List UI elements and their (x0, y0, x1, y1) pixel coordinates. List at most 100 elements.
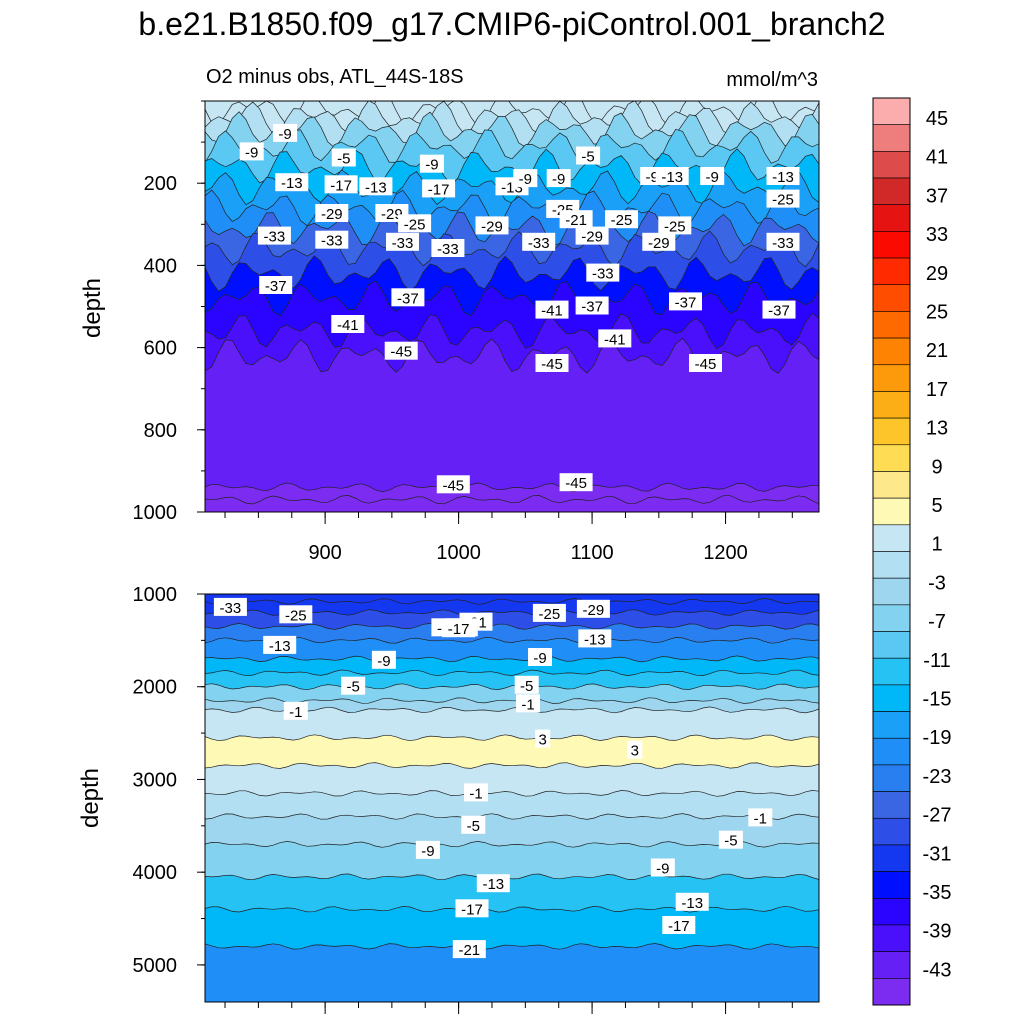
colorbar-swatch (872, 444, 911, 472)
svg-text:-33: -33 (437, 241, 459, 258)
svg-text:-45: -45 (695, 356, 717, 373)
svg-text:-1: -1 (754, 810, 767, 827)
colorbar: 45 41 37 33 29 25 21 17 13 9 5 1 -3 -7 -11 -15 -19 -23 -27… (872, 97, 952, 1006)
svg-text:-13: -13 (584, 631, 606, 648)
colorbar-swatch (872, 897, 911, 926)
svg-text:-13: -13 (281, 175, 303, 192)
contour-label: -9 (415, 840, 440, 860)
svg-text:-9: -9 (425, 157, 438, 174)
contour-line (205, 312, 819, 350)
contour-line (205, 655, 819, 663)
svg-text:-33: -33 (592, 266, 614, 283)
svg-text:-37: -37 (581, 299, 603, 316)
contour-line (205, 230, 819, 268)
contour-label: -9 (546, 169, 571, 188)
contour-line (205, 734, 819, 742)
svg-text:-9: -9 (656, 861, 669, 878)
svg-text:-33: -33 (264, 229, 286, 246)
svg-text:-1: -1 (289, 704, 302, 721)
x-tick-label: 900 (308, 542, 341, 564)
contour-label: -9 (528, 648, 552, 667)
contour-label: -41 (598, 329, 632, 348)
contour-label: -5 (331, 148, 356, 168)
svg-text:-37: -37 (768, 303, 790, 320)
svg-text:-17: -17 (330, 177, 352, 194)
svg-text:-33: -33 (528, 235, 550, 252)
colorbar-label: 13 (926, 418, 948, 440)
svg-text:-13: -13 (269, 638, 291, 655)
upper-panel: O2 minus obs, ATL_44S-18S mmol/m^3 -9-13… (79, 66, 820, 564)
svg-text:-13: -13 (365, 179, 387, 196)
contour-label: 3 (535, 729, 551, 749)
contour-line (205, 873, 819, 881)
contour-label: -37 (575, 296, 609, 316)
contour-label: -1 (464, 783, 488, 802)
contour-label: -29 (576, 599, 610, 619)
contour-label: -13 (359, 177, 393, 196)
lower-panel-contour-labels: -33-25-21-17-25-29-21-17-13-9-13-9-5-5-1… (213, 597, 773, 959)
contour-label: -25 (766, 189, 800, 209)
contour-label: -9 (273, 123, 298, 143)
colorbar-label: -39 (923, 921, 952, 943)
contour-label: -33 (386, 232, 419, 252)
contour-label: -25 (398, 214, 432, 233)
y-tick-label: 1000 (133, 502, 178, 524)
svg-text:-41: -41 (604, 331, 626, 348)
svg-text:-29: -29 (581, 229, 603, 246)
svg-text:-25: -25 (664, 218, 686, 235)
contour-line (205, 598, 819, 605)
colorbar-label: 9 (931, 456, 942, 478)
colorbar-swatch (872, 204, 911, 232)
colorbar-label: 37 (926, 185, 948, 207)
lower-panel-y-axis-label: depth (77, 768, 104, 828)
colorbar-swatch (872, 871, 911, 899)
svg-text:3: 3 (539, 732, 547, 749)
contour-label: -9 (371, 650, 396, 670)
contour-label: -45 (384, 341, 418, 361)
contour-label: -37 (762, 300, 796, 320)
colorbar-swatch (872, 844, 911, 872)
svg-text:-13: -13 (772, 169, 794, 186)
colorbar-swatch (872, 231, 911, 259)
contour-label: -45 (559, 473, 593, 492)
svg-text:-5: -5 (581, 149, 594, 166)
x-tick-label: 1100 (571, 542, 614, 564)
figure-title: b.e21.B1850.f09_g17.CMIP6-piControl.001_… (138, 6, 886, 42)
colorbar-label: -35 (923, 882, 952, 904)
svg-text:-33: -33 (772, 235, 794, 252)
contour-label: -17 (662, 916, 696, 935)
colorbar-swatch (872, 124, 911, 152)
svg-text:-25: -25 (611, 212, 633, 229)
colorbar-label: -43 (923, 959, 952, 981)
contour-line (205, 101, 819, 135)
colorbar-swatch (872, 711, 911, 739)
contour-line (205, 482, 819, 493)
colorbar-swatch (872, 284, 911, 312)
colorbar-swatch (872, 497, 911, 526)
svg-text:-9: -9 (552, 171, 565, 188)
colorbar-label: 5 (931, 495, 942, 517)
contour-label: -25 (532, 603, 566, 623)
contour-label: -13 (766, 167, 800, 186)
upper-panel-contour-fills (205, 101, 819, 512)
contour-label: -9 (419, 154, 444, 174)
contour-line (205, 637, 819, 644)
contour-label: -13 (476, 874, 510, 893)
contour-label: -33 (315, 230, 349, 250)
upper-panel-y-axis: 200 400 600 800 1000 (133, 100, 205, 524)
svg-text:-9: -9 (421, 843, 434, 860)
contour-label: -5 (461, 815, 486, 835)
contour-line (205, 790, 819, 797)
y-tick-label: 5000 (133, 955, 178, 977)
svg-text:-45: -45 (565, 475, 587, 492)
contour-line (205, 255, 819, 292)
contour-line (205, 623, 819, 630)
y-tick-label: 800 (144, 420, 177, 442)
svg-text:-29: -29 (481, 218, 503, 235)
colorbar-label: -3 (928, 572, 946, 594)
svg-text:-9: -9 (519, 171, 532, 188)
svg-text:-29: -29 (321, 206, 343, 223)
svg-text:-5: -5 (347, 679, 360, 696)
svg-text:-45: -45 (541, 356, 563, 373)
contour-line (205, 128, 819, 164)
